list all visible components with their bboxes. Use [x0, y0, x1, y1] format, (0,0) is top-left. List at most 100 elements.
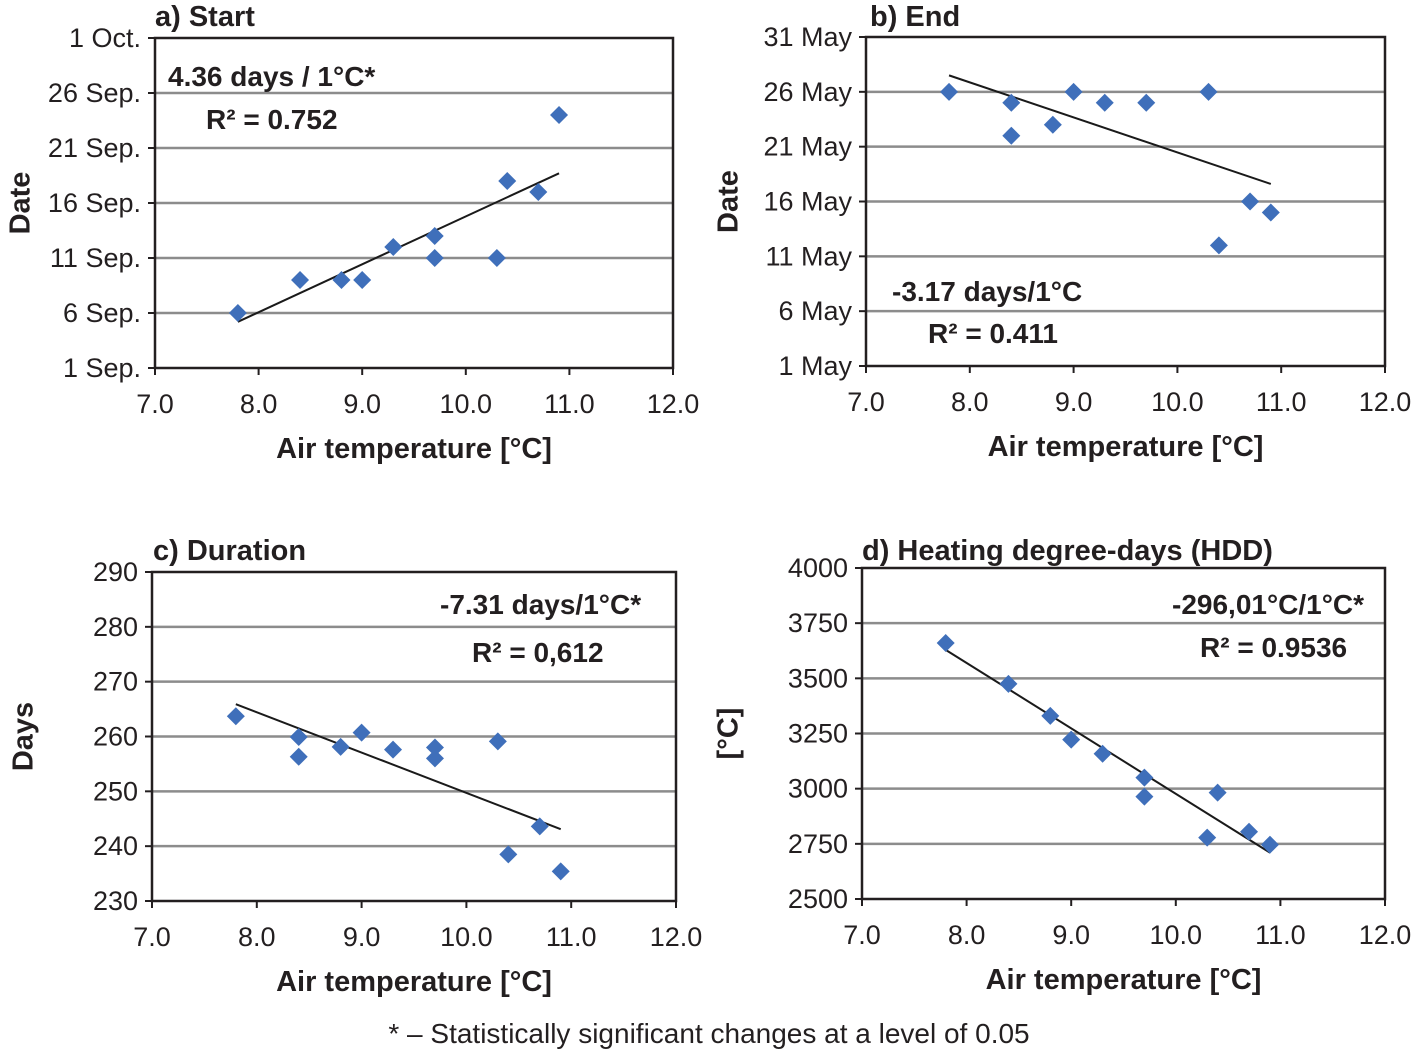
data-point [1261, 203, 1280, 222]
y-tick-label: 230 [93, 886, 138, 916]
data-point [1002, 126, 1021, 145]
y-tick-label: 2750 [788, 829, 848, 859]
y-tick-label: 26 May [763, 77, 852, 107]
y-tick-label: 2500 [788, 884, 848, 914]
slope-annotation: -296,01°C/1°C* [1172, 589, 1364, 620]
data-point [529, 183, 548, 201]
x-tick-label: 11.0 [544, 389, 595, 419]
data-point [1041, 706, 1060, 725]
data-point [498, 172, 517, 190]
y-tick-label: 240 [93, 831, 138, 861]
data-point [331, 737, 350, 756]
y-tick-label: 3250 [788, 719, 848, 749]
y-tick-label: 21 May [763, 132, 852, 162]
y-tick-label: 290 [93, 557, 138, 587]
y-tick-label: 3750 [788, 608, 848, 638]
y-tick-label: 1 May [778, 351, 852, 381]
data-point [291, 271, 310, 289]
x-tick-label: 10.0 [1151, 387, 1204, 417]
data-point [425, 749, 444, 768]
data-point [940, 82, 959, 101]
x-axis-label: Air temperature [°C] [276, 966, 552, 998]
y-axis-label: Days [8, 702, 40, 771]
data-point [1137, 93, 1156, 112]
x-tick-label: 9.0 [343, 389, 381, 419]
data-point [1199, 82, 1218, 101]
x-tick-label: 12.0 [650, 922, 703, 952]
y-tick-label: 250 [93, 776, 138, 806]
x-tick-label: 9.0 [1052, 920, 1090, 950]
x-tick-label: 8.0 [238, 922, 276, 952]
y-axis-label: [°C] [713, 708, 745, 760]
y-tick-label: 1 Sep. [63, 353, 141, 383]
y-tick-label: 31 May [763, 22, 852, 52]
panel-title: b) End [870, 1, 960, 33]
panel-d: 2500 2750 3000 3250 3500 3750 4000 7.0 8.0 9.0 10.… [713, 535, 1412, 996]
data-point [352, 723, 371, 742]
x-axis-label: Air temperature [°C] [988, 431, 1264, 463]
y-tick-label: 3500 [788, 663, 848, 693]
data-point [384, 238, 403, 256]
data-point [551, 862, 570, 881]
y-tick-label: 3000 [788, 774, 848, 804]
y-tick-label: 280 [93, 612, 138, 642]
data-point [228, 304, 247, 322]
panel-c: 230 240 250 260 270 280 290 7.0 8.0 9.0 10.0 11.0 12… [8, 535, 703, 998]
x-tick-label: 12.0 [1359, 920, 1412, 950]
data-point [1135, 768, 1154, 787]
data-point [1135, 787, 1154, 806]
y-tick-label: 1 Oct. [69, 23, 141, 53]
data-point [550, 106, 569, 124]
data-point [1064, 82, 1083, 101]
panel-title: a) Start [155, 1, 255, 33]
data-point [1241, 192, 1260, 211]
r-squared-annotation: R² = 0.752 [206, 104, 338, 135]
slope-annotation: 4.36 days / 1°C* [168, 61, 375, 92]
data-point [332, 271, 351, 289]
x-tick-label: 8.0 [240, 389, 278, 419]
x-tick-label: 12.0 [647, 389, 700, 419]
data-point [1093, 744, 1112, 763]
data-point [487, 249, 506, 267]
r-squared-annotation: R² = 0,612 [472, 637, 604, 668]
r-squared-annotation: R² = 0.411 [928, 318, 1058, 349]
x-tick-label: 7.0 [133, 922, 171, 952]
x-tick-label: 11.0 [546, 922, 597, 952]
data-point [488, 732, 507, 751]
trend-line [948, 74, 1272, 185]
data-point [1002, 93, 1021, 112]
data-point [425, 227, 444, 245]
x-tick-label: 8.0 [951, 387, 989, 417]
data-point [289, 728, 308, 747]
data-point [1209, 236, 1228, 255]
plot-frame [864, 35, 1387, 368]
x-tick-label: 9.0 [1055, 387, 1093, 417]
data-point [1208, 783, 1227, 802]
x-tick-label: 11.0 [1256, 387, 1307, 417]
x-axis-label: Air temperature [°C] [986, 964, 1262, 996]
y-tick-label: 270 [93, 667, 138, 697]
footnote: * – Statistically significant changes at… [388, 1018, 1030, 1049]
slope-annotation: -7.31 days/1°C* [440, 589, 641, 620]
data-point [384, 740, 403, 759]
panel-a: 1 Sep. 6 Sep. 11 Sep. 16 Sep. 21 Sep. 26 Sep.… [5, 1, 700, 465]
data-point [1095, 93, 1114, 112]
data-point [1240, 822, 1259, 841]
panel-title: c) Duration [153, 535, 306, 567]
trend-line [235, 703, 562, 831]
x-tick-label: 10.0 [440, 922, 493, 952]
plot-frame [153, 36, 675, 370]
x-tick-label: 7.0 [136, 389, 174, 419]
data-point [425, 249, 444, 267]
data-point [936, 634, 955, 653]
data-point [353, 271, 372, 289]
y-axis-label: Date [713, 170, 745, 233]
data-point [1260, 835, 1279, 854]
y-tick-label: 260 [93, 722, 138, 752]
x-tick-label: 7.0 [847, 387, 885, 417]
y-tick-label: 6 May [778, 296, 852, 326]
y-tick-label: 26 Sep. [48, 78, 141, 108]
x-axis-label: Air temperature [°C] [276, 433, 552, 465]
slope-annotation: -3.17 days/1°C [892, 276, 1082, 307]
